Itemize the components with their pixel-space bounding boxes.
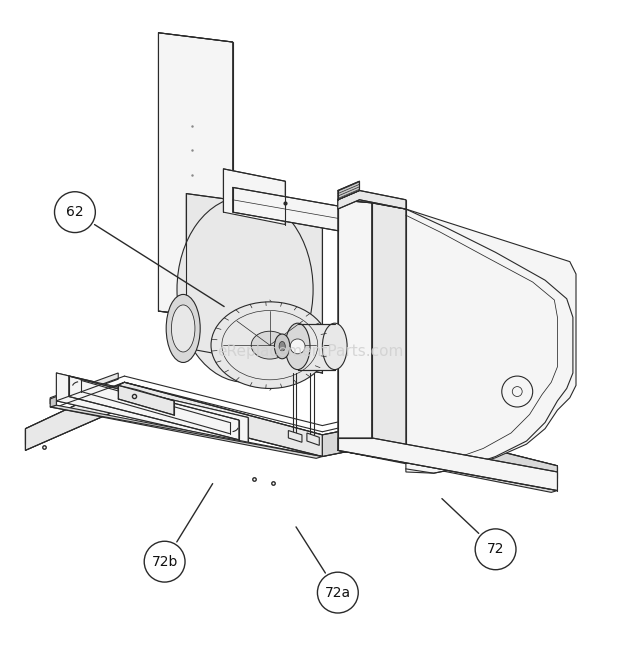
Polygon shape	[338, 438, 557, 490]
Polygon shape	[159, 33, 232, 320]
Circle shape	[144, 542, 185, 582]
Polygon shape	[186, 193, 322, 373]
Circle shape	[290, 339, 305, 354]
Text: 72: 72	[487, 542, 504, 556]
Polygon shape	[118, 386, 174, 415]
Text: 72b: 72b	[151, 554, 178, 569]
Polygon shape	[223, 169, 285, 225]
Circle shape	[317, 572, 358, 613]
Ellipse shape	[172, 305, 195, 352]
Circle shape	[475, 529, 516, 570]
Polygon shape	[50, 397, 56, 407]
Polygon shape	[338, 448, 557, 492]
Polygon shape	[298, 324, 335, 370]
Ellipse shape	[275, 334, 290, 358]
Polygon shape	[56, 373, 248, 444]
Polygon shape	[338, 190, 406, 209]
Polygon shape	[288, 430, 302, 443]
Polygon shape	[25, 382, 322, 457]
Polygon shape	[25, 382, 557, 487]
Polygon shape	[50, 373, 118, 404]
Ellipse shape	[166, 294, 200, 362]
Polygon shape	[406, 209, 576, 473]
Text: eReplacementParts.com: eReplacementParts.com	[217, 344, 403, 359]
Circle shape	[55, 192, 95, 232]
Ellipse shape	[251, 331, 288, 359]
Circle shape	[502, 376, 533, 407]
Polygon shape	[372, 203, 406, 463]
Text: 72a: 72a	[325, 586, 351, 600]
Ellipse shape	[322, 324, 347, 369]
Polygon shape	[338, 181, 360, 200]
Ellipse shape	[177, 197, 313, 382]
Polygon shape	[307, 433, 319, 445]
Ellipse shape	[285, 324, 310, 369]
Ellipse shape	[279, 342, 285, 351]
Text: 62: 62	[66, 205, 84, 219]
Polygon shape	[322, 422, 557, 487]
Ellipse shape	[211, 302, 329, 388]
Polygon shape	[232, 188, 338, 231]
Polygon shape	[338, 200, 372, 457]
Polygon shape	[50, 405, 322, 458]
